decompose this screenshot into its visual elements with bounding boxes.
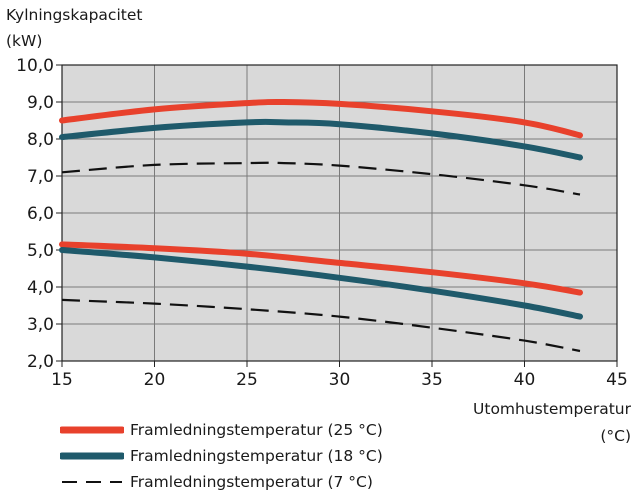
plot-frame	[61, 64, 618, 362]
series-line	[61, 298, 581, 353]
legend-swatch	[62, 481, 122, 483]
legend: Framledningstemperatur (25 °C) Framledni…	[60, 417, 383, 495]
y-tick-label: 9,0	[27, 93, 54, 113]
legend-item: Framledningstemperatur (7 °C)	[60, 469, 383, 495]
legend-label: Framledningstemperatur (25 °C)	[130, 421, 383, 439]
y-tick-label: 2,0	[27, 352, 54, 372]
series-line	[59, 247, 583, 320]
legend-item: Framledningstemperatur (25 °C)	[60, 417, 383, 443]
x-tick-label: 25	[236, 370, 258, 390]
x-tick-label: 45	[606, 370, 628, 390]
y-tick-label: 6,0	[27, 204, 54, 224]
y-tick-label: 3,0	[27, 315, 54, 335]
chart: 15 20 25 30 35 40 45 2,0 3,0 4,0 5,0 6,0 7,0 8,0 9,0 10…	[16, 56, 628, 390]
legend-label: Framledningstemperatur (7 °C)	[130, 473, 373, 491]
y-axis-label-line2: (kW)	[6, 32, 43, 50]
series-line	[59, 118, 583, 161]
legend-swatch	[60, 452, 124, 460]
y-tick-label: 7,0	[27, 167, 54, 187]
x-axis-label-line2: (°C)	[600, 427, 631, 445]
x-tick-label: 20	[144, 370, 166, 390]
x-axis-label-line1: Utomhustemperatur	[473, 400, 631, 418]
y-tick-label: 5,0	[27, 241, 54, 261]
y-axis-label-line1: Kylningskapacitet	[6, 6, 143, 24]
y-tick-label: 8,0	[27, 130, 54, 150]
y-tick-label: 4,0	[27, 278, 54, 298]
series-line	[59, 98, 583, 139]
legend-swatch	[60, 426, 124, 434]
series-line	[59, 241, 583, 296]
y-tick-label: 10,0	[16, 56, 54, 76]
legend-item: Framledningstemperatur (18 °C)	[60, 443, 383, 469]
series-line	[61, 161, 581, 196]
legend-label: Framledningstemperatur (18 °C)	[130, 447, 383, 465]
x-tick-label: 15	[51, 370, 73, 390]
x-tick-label: 35	[421, 370, 443, 390]
x-tick-label: 40	[514, 370, 536, 390]
x-tick-label: 30	[329, 370, 351, 390]
